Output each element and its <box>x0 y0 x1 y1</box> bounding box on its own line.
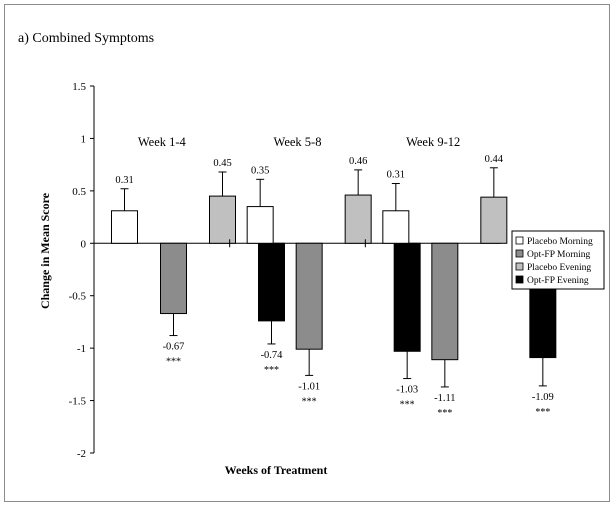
data-label: -1.11 <box>434 393 455 404</box>
legend-swatch <box>515 275 524 284</box>
bar <box>160 242 187 315</box>
data-label: 0.35 <box>251 165 269 176</box>
bar <box>246 206 274 244</box>
y-tick-label: 0 <box>81 238 87 250</box>
bar <box>382 210 410 244</box>
bar <box>111 210 138 244</box>
data-label: 0.46 <box>349 156 367 167</box>
data-label: 0.44 <box>485 154 504 165</box>
legend: Placebo Morning Opt-FP Morning Placebo Eve… <box>511 230 605 290</box>
y-axis-title: Change in Mean Score <box>38 192 52 309</box>
data-label: -0.67 <box>163 342 185 353</box>
significance-marker: *** <box>437 408 452 419</box>
bar <box>480 196 508 244</box>
legend-swatch <box>515 249 524 258</box>
legend-label: Opt-FP Morning <box>527 250 591 260</box>
y-tick-label: -1.5 <box>69 396 87 408</box>
plot-area: 1.5 1 0.5 0 -0.5 -1 -1.5 -2 Week 1-4 0.31 -0.67 ***… <box>69 81 557 460</box>
significance-marker: *** <box>264 365 279 376</box>
data-label: 0.45 <box>213 158 231 169</box>
bar <box>209 195 236 244</box>
bar <box>295 242 323 350</box>
bar <box>393 242 421 352</box>
legend-label: Opt-FP Evening <box>527 276 589 286</box>
category-label: Week 1-4 <box>138 135 187 149</box>
chart-title: a) Combined Symptoms <box>18 31 154 46</box>
data-label: 0.31 <box>387 170 405 181</box>
bar-chart: a) Combined Symptoms 1.5 1 0.5 0 -0.5 -1 -1.5 -… <box>18 31 605 477</box>
data-label: -1.01 <box>298 381 320 392</box>
legend-swatch <box>515 262 524 271</box>
data-label: 0.31 <box>115 175 133 186</box>
x-axis-title: Weeks of Treatment <box>225 463 328 477</box>
y-tick-label: -2 <box>77 448 86 460</box>
legend-label: Placebo Morning <box>527 237 593 247</box>
y-tick-label: 1.5 <box>72 81 86 93</box>
legend-box <box>511 230 605 290</box>
y-tick-label: -1 <box>77 343 86 355</box>
significance-marker: *** <box>166 357 181 368</box>
data-label: -1.09 <box>532 392 554 403</box>
bar <box>344 194 372 244</box>
significance-marker: *** <box>302 396 317 407</box>
bar <box>258 242 285 322</box>
y-tick-label: 0.5 <box>72 186 86 198</box>
significance-marker: *** <box>400 400 415 411</box>
data-label: -1.03 <box>396 385 418 396</box>
legend-swatch <box>515 236 524 245</box>
chart-frame: a) Combined Symptoms 1.5 1 0.5 0 -0.5 -1 -1.5 -… <box>4 4 610 502</box>
category-label: Week 5-8 <box>274 135 322 149</box>
y-tick-label: -0.5 <box>69 291 87 303</box>
bar <box>431 242 459 361</box>
data-label: -0.74 <box>261 350 284 361</box>
legend-label: Placebo Evening <box>527 263 591 273</box>
significance-marker: *** <box>535 407 550 418</box>
y-tick-label: 1 <box>81 133 87 145</box>
category-label: Week 9-12 <box>406 135 460 149</box>
